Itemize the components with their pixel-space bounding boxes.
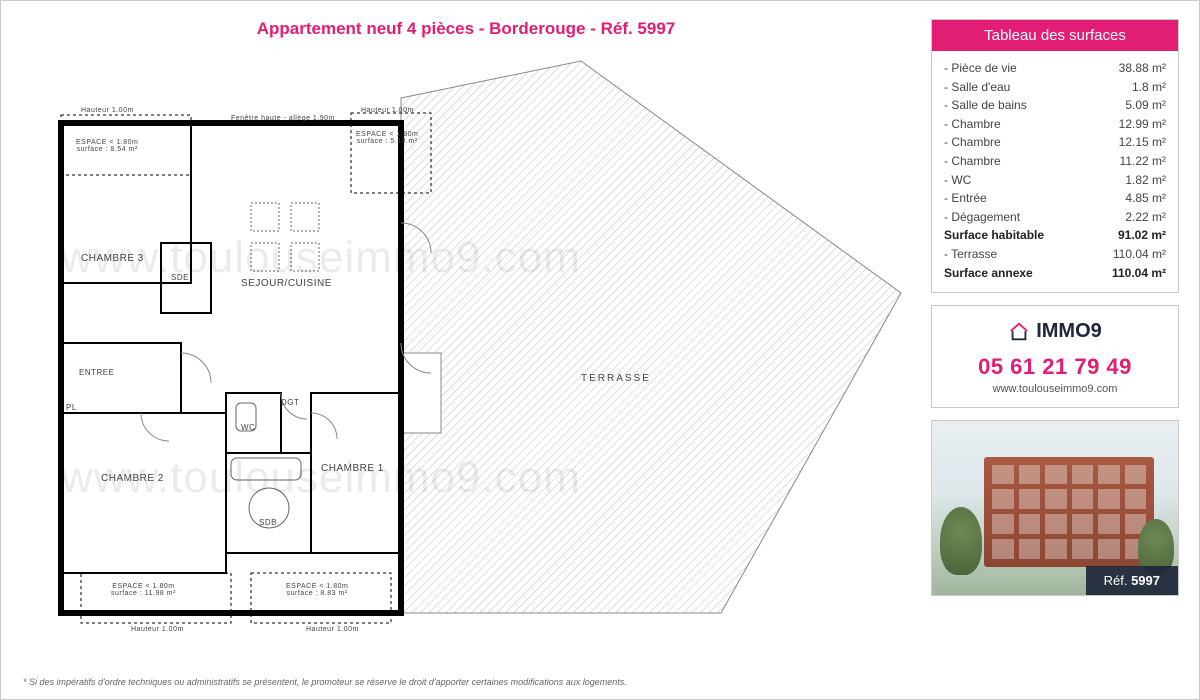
surface-row: Entrée4.85 m² [944,189,1166,208]
annot-hauteur-1: Hauteur 1.00m [81,107,134,114]
annot-esp2: ESPACE < 1.80m surface : 5.13 m² [356,131,418,145]
floorplan-svg [21,53,921,643]
photo-building [984,457,1154,567]
label-chambre3: CHAMBRE 3 [81,253,144,264]
phone-number[interactable]: 05 61 21 79 49 [940,354,1170,380]
label-terrasse: TERRASSE [581,373,651,384]
annot-hauteur-4: Hauteur 1.00m [306,626,359,633]
surface-row: Chambre12.99 m² [944,115,1166,134]
surface-row: Terrasse110.04 m² [944,245,1166,264]
label-entree: ENTREE [79,368,114,377]
photo-tree [940,507,982,575]
label-chambre1: CHAMBRE 1 [321,463,384,474]
label-pl: PL [66,403,77,412]
page-title: Appartement neuf 4 pièces - Borderouge -… [51,19,881,39]
surfaces-panel: Tableau des surfaces Pièce de vie38.88 m… [931,19,1179,293]
photo-panel: Réf. 5997 [931,420,1179,596]
surfaces-header: Tableau des surfaces [932,20,1178,51]
ref-badge: Réf. 5997 [1086,566,1178,595]
surfaces-list: Pièce de vie38.88 m²Salle d'eau1.8 m²Sal… [932,51,1178,292]
brand: IMMO9 [1008,320,1102,343]
label-chambre2: CHAMBRE 2 [101,473,164,484]
label-fenetre: Fenêtre haute - allège 1.90m [231,115,335,122]
surface-total-habitable: Surface habitable 91.02 m² [944,226,1166,245]
disclaimer: * Si des impératifs d'ordre techniques o… [23,677,627,687]
label-dgt: DGT [281,398,299,407]
sidebar: Tableau des surfaces Pièce de vie38.88 m… [931,19,1179,596]
annot-esp1: ESPACE < 1.80m surface : 8.54 m² [76,139,138,153]
surface-row: Chambre12.15 m² [944,133,1166,152]
contact-panel: IMMO9 05 61 21 79 49 www.toulouseimmo9.c… [931,305,1179,408]
floorplan: www.toulouseimmo9.com www.toulouseimmo9.… [21,53,921,643]
surface-row: Pièce de vie38.88 m² [944,59,1166,78]
label-sde: SDE [171,273,189,282]
label-sejour: SEJOUR/CUISINE [241,278,332,289]
website-link[interactable]: www.toulouseimmo9.com [940,383,1170,395]
surface-row: Chambre11.22 m² [944,152,1166,171]
surface-row: Salle de bains5.09 m² [944,96,1166,115]
annot-esp4: ESPACE < 1.80m surface : 8.83 m² [286,583,348,597]
surface-row: Salle d'eau1.8 m² [944,78,1166,97]
surface-row: WC1.82 m² [944,171,1166,190]
annot-hauteur-2: Hauteur 1.00m [361,107,414,114]
label-wc: WC [241,423,255,432]
annot-esp3: ESPACE < 1.80m surface : 11.98 m² [111,583,176,597]
house-icon [1008,321,1030,343]
brand-text: IMMO9 [1036,320,1102,343]
annot-hauteur-3: Hauteur 1.00m [131,626,184,633]
label-sdb: SDB [259,518,277,527]
surface-row: Dégagement2.22 m² [944,208,1166,227]
surface-total-annexe: Surface annexe 110.04 m² [944,264,1166,283]
